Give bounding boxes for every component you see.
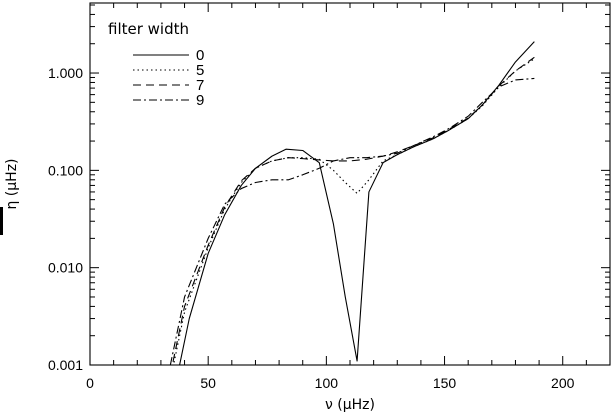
y-tick-label: 0.010 xyxy=(48,260,83,276)
y-tick-label: 0.100 xyxy=(48,162,83,178)
legend-label-5: 5 xyxy=(196,62,204,79)
y-axis-title: η (μHz) xyxy=(4,158,20,209)
plot-area xyxy=(169,41,535,365)
legend-title: filter width xyxy=(108,20,189,38)
y-tick-label: 0.001 xyxy=(48,357,83,373)
y-tick-label: 1.000 xyxy=(48,65,83,81)
legend-label-7: 7 xyxy=(196,77,204,94)
x-tick-label: 200 xyxy=(551,375,575,391)
y-ticks xyxy=(90,4,610,366)
x-axis: 0 50 100 150 200 ν (μHz) xyxy=(86,3,611,413)
x-tick-label: 50 xyxy=(200,375,216,391)
x-tick-label: 0 xyxy=(86,375,94,391)
series-lines xyxy=(169,41,535,365)
series-line-9 xyxy=(169,77,535,365)
series-line-7 xyxy=(171,56,535,365)
x-tick-label: 100 xyxy=(315,375,339,391)
x-axis-title: ν (μHz) xyxy=(325,397,375,413)
y-axis: 0.001 0.010 0.100 1.000 η (μHz) xyxy=(0,4,610,373)
legend-label-0: 0 xyxy=(196,47,204,64)
y-axis-marker xyxy=(0,207,3,235)
y-tick-labels: 0.001 0.010 0.100 1.000 xyxy=(48,65,83,373)
x-tick-labels: 0 50 100 150 200 xyxy=(86,375,575,391)
series-line-0 xyxy=(179,41,535,365)
legend-label-9: 9 xyxy=(196,92,204,109)
x-tick-label: 150 xyxy=(433,375,457,391)
